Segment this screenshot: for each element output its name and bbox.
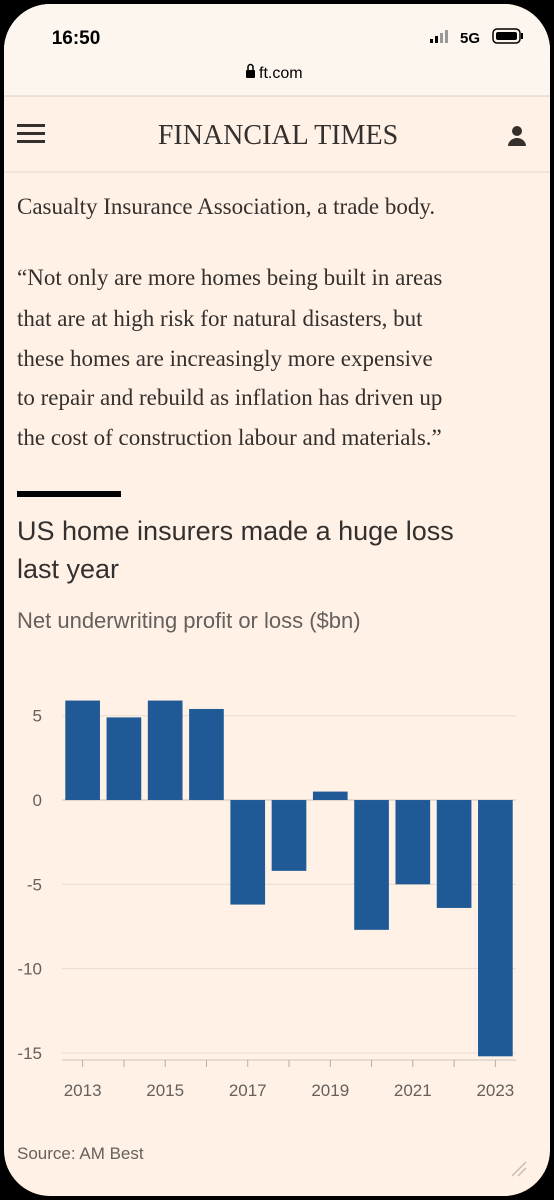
bar	[478, 800, 513, 1057]
y-tick-label: -15	[17, 1044, 42, 1063]
article-line: these homes are increasingly more expens…	[17, 346, 433, 371]
lock-icon	[246, 63, 255, 78]
chart-subtitle: Net underwriting profit or loss ($bn)	[17, 608, 361, 633]
battery-icon	[492, 28, 523, 44]
bar	[230, 800, 266, 905]
chart-rule	[17, 491, 121, 497]
user-icon[interactable]	[508, 126, 526, 146]
article-line: the cost of construction labour and mate…	[17, 425, 442, 450]
article-line: to repair and rebuild as inflation has d…	[17, 385, 442, 410]
x-tick-label: 2021	[394, 1081, 432, 1100]
url[interactable]: ft.com	[259, 65, 303, 82]
bar	[65, 700, 100, 801]
article-line: Casualty Insurance Association, a trade …	[17, 194, 435, 219]
bar	[354, 800, 389, 930]
menu-icon[interactable]	[17, 124, 45, 143]
resize-grip	[511, 1161, 527, 1177]
article-line: “Not only are more homes being built in …	[17, 265, 442, 290]
article: Casualty Insurance Association, a trade …	[17, 194, 442, 450]
bar	[271, 800, 307, 871]
browser-bar-fill	[4, 60, 550, 96]
x-tick-label: 2023	[476, 1081, 514, 1100]
y-tick-label: 5	[33, 707, 42, 726]
masthead[interactable]: FINANCIAL TIMES	[158, 120, 398, 151]
article-line: that are at high risk for natural disast…	[17, 306, 423, 331]
signal-icon	[430, 30, 448, 43]
bar	[106, 717, 142, 801]
y-tick-label: -5	[27, 875, 42, 894]
chart-title: US home insurers made a huge loss	[17, 516, 454, 546]
network: 5G	[460, 30, 480, 47]
y-tick-label: -10	[17, 960, 42, 979]
bar	[147, 700, 183, 801]
bar	[189, 708, 224, 801]
y-tick-label: 0	[33, 791, 42, 810]
chart-title: last year	[17, 554, 119, 584]
x-tick-label: 2019	[311, 1081, 349, 1100]
x-tick-label: 2013	[64, 1081, 102, 1100]
chart: US home insurers made a huge loss last ye…	[17, 516, 516, 1163]
bar	[395, 800, 431, 885]
source: Source: AM Best	[17, 1144, 144, 1163]
bar	[312, 791, 348, 801]
clock: 16:50	[52, 28, 101, 49]
x-tick-label: 2017	[229, 1081, 267, 1100]
screen-bg	[4, 4, 550, 1196]
x-tick-label: 2015	[146, 1081, 184, 1100]
bar	[436, 800, 472, 908]
